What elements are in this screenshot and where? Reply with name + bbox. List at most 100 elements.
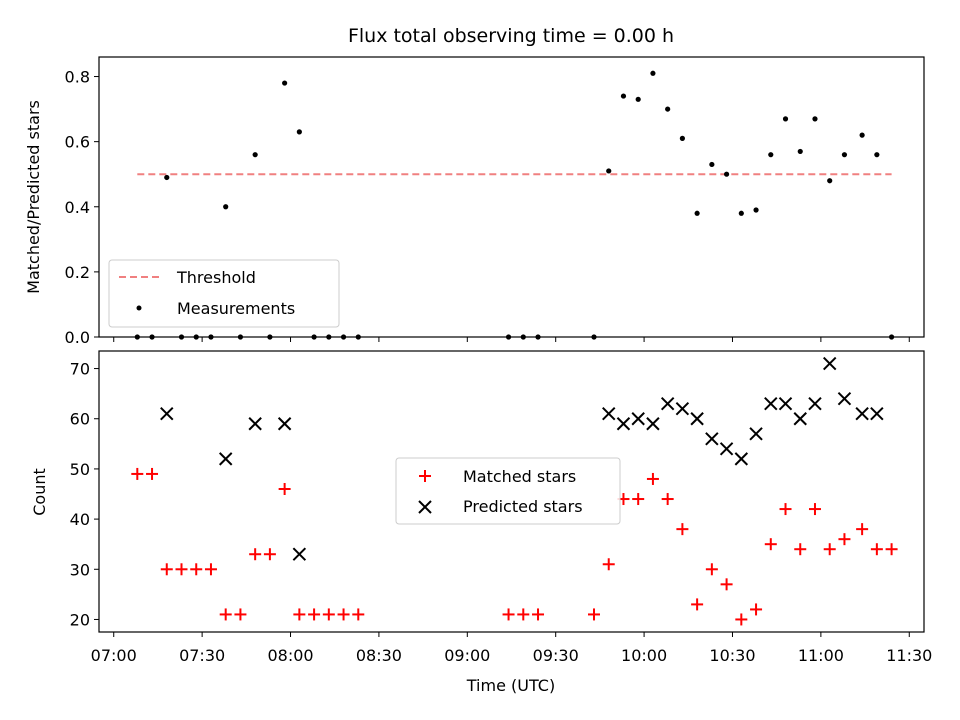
measurement-point (606, 168, 612, 174)
top-y-tick-label: 0.6 (65, 133, 90, 152)
matched-star-point (856, 523, 869, 536)
bottom-y-tick-label: 50 (70, 460, 90, 479)
measurement-point (296, 129, 302, 135)
predicted-star-point (277, 417, 292, 431)
matched-star-point (646, 472, 659, 485)
top-legend: Threshold Measurements (108, 259, 340, 328)
matched-star-point (219, 608, 232, 621)
top-panel: 0.00.20.40.60.8 Matched/Predicted stars … (24, 56, 925, 347)
top-y-axis-label: Matched/Predicted stars (24, 100, 43, 294)
predicted-stars-legend-label: Predicted stars (463, 497, 583, 516)
matched-star-point (322, 608, 335, 621)
predicted-star-point (749, 427, 763, 441)
matched-star-point (779, 503, 792, 516)
measurement-point (252, 152, 258, 158)
matched-star-point (676, 523, 689, 536)
matched-star-point (661, 493, 674, 506)
predicted-star-point (631, 412, 645, 426)
top-legend-box (108, 259, 340, 328)
matched-star-point (750, 603, 763, 616)
matched-star-point (885, 543, 898, 556)
predicted-star-point (690, 412, 704, 426)
bottom-x-axis-label: Time (UTC) (466, 676, 555, 695)
matched-star-point (808, 503, 821, 516)
bottom-y-tick-label: 70 (70, 360, 90, 379)
bottom-legend-box (395, 457, 621, 525)
predicted-star-stroke-b (690, 412, 704, 426)
predicted-star-stroke-b (778, 396, 793, 411)
bottom-y-tick-label: 30 (70, 560, 90, 579)
bottom-axes-frame (98, 350, 925, 633)
predicted-star-stroke-b (764, 396, 778, 411)
predicted-star-stroke-b (616, 417, 631, 431)
predicted-star-point (855, 407, 869, 421)
bottom-x-tick-label: 09:00 (444, 646, 490, 665)
matched-star-point (870, 543, 883, 556)
top-y-tick-label: 0.2 (65, 263, 90, 282)
matched-star-point (249, 548, 262, 561)
matched-star-point (632, 493, 645, 506)
matched-star-point (602, 558, 615, 571)
predicted-star-point (778, 396, 793, 411)
matched-star-point (160, 563, 173, 576)
top-y-tick-label: 0.8 (65, 68, 90, 87)
predicted-star-point (870, 407, 884, 421)
matched-star-point (308, 608, 321, 621)
predicted-star-point (616, 417, 631, 431)
matched-star-point (278, 482, 291, 495)
threshold-legend-label: Threshold (176, 268, 256, 287)
matched-star-point (720, 578, 733, 591)
measurement-point (859, 132, 865, 138)
matched-stars-legend-label: Matched stars (463, 467, 576, 486)
predicted-star-stroke-b (808, 396, 822, 411)
predicted-star-stroke-b (602, 407, 616, 421)
predicted-star-stroke-b (660, 396, 675, 411)
predicted-star-point (764, 396, 778, 411)
top-axes-frame (98, 56, 925, 338)
predicted-stars-legend-marker (418, 500, 432, 514)
measurement-point (665, 106, 671, 112)
bottom-y-tick-label: 40 (70, 510, 90, 529)
bottom-panel: 20 30 40 50 60 70 07:00 07:30 08:00 08:30 09:00 09… (30, 350, 932, 695)
measurement-point (709, 161, 715, 168)
bottom-x-tick-label: 10:00 (621, 646, 667, 665)
predicted-star-stroke-b (823, 356, 837, 371)
bottom-x-tick-label: 09:30 (533, 646, 579, 665)
measurement-point (782, 116, 789, 122)
top-chart-title: Flux total observing time = 0.00 h (348, 25, 674, 47)
matched-star-point (532, 608, 545, 621)
bottom-y-tick-label: 20 (70, 610, 90, 629)
predicted-star-stroke-b (160, 407, 174, 421)
measurement-point (723, 171, 730, 177)
matched-star-point (352, 608, 365, 621)
matched-star-point (293, 608, 306, 621)
bottom-x-tick-label: 08:00 (267, 646, 313, 665)
bottom-y-tick-label: 60 (70, 410, 90, 429)
matched-star-point (691, 598, 704, 611)
measurement-point (768, 152, 774, 158)
predicted-star-stroke-b (277, 417, 292, 431)
matched-star-point (823, 543, 836, 556)
top-x-ticks (113, 337, 910, 342)
predicted-star-point (808, 396, 822, 411)
predicted-star-point (292, 547, 307, 561)
bottom-plot-area (131, 356, 898, 626)
predicted-star-stroke-b (734, 452, 749, 466)
measurement-point (694, 210, 700, 216)
measurement-point (635, 96, 641, 102)
matched-star-point (234, 608, 247, 621)
predicted-star-stroke-b (646, 417, 660, 431)
predicted-star-point (823, 356, 837, 371)
predicted-star-stroke-b (248, 417, 262, 431)
matched-star-point (705, 563, 718, 576)
predicted-star-point (660, 396, 675, 411)
predicted-star-point (218, 452, 233, 466)
predicted-star-stroke-b (705, 432, 719, 446)
top-y-ticks: 0.0 0.2 0.4 0.6 0.8 (65, 68, 99, 347)
matched-star-point (175, 563, 188, 576)
measurement-point (164, 174, 170, 181)
predicted-star-point (793, 412, 807, 426)
measurement-point (797, 148, 803, 155)
